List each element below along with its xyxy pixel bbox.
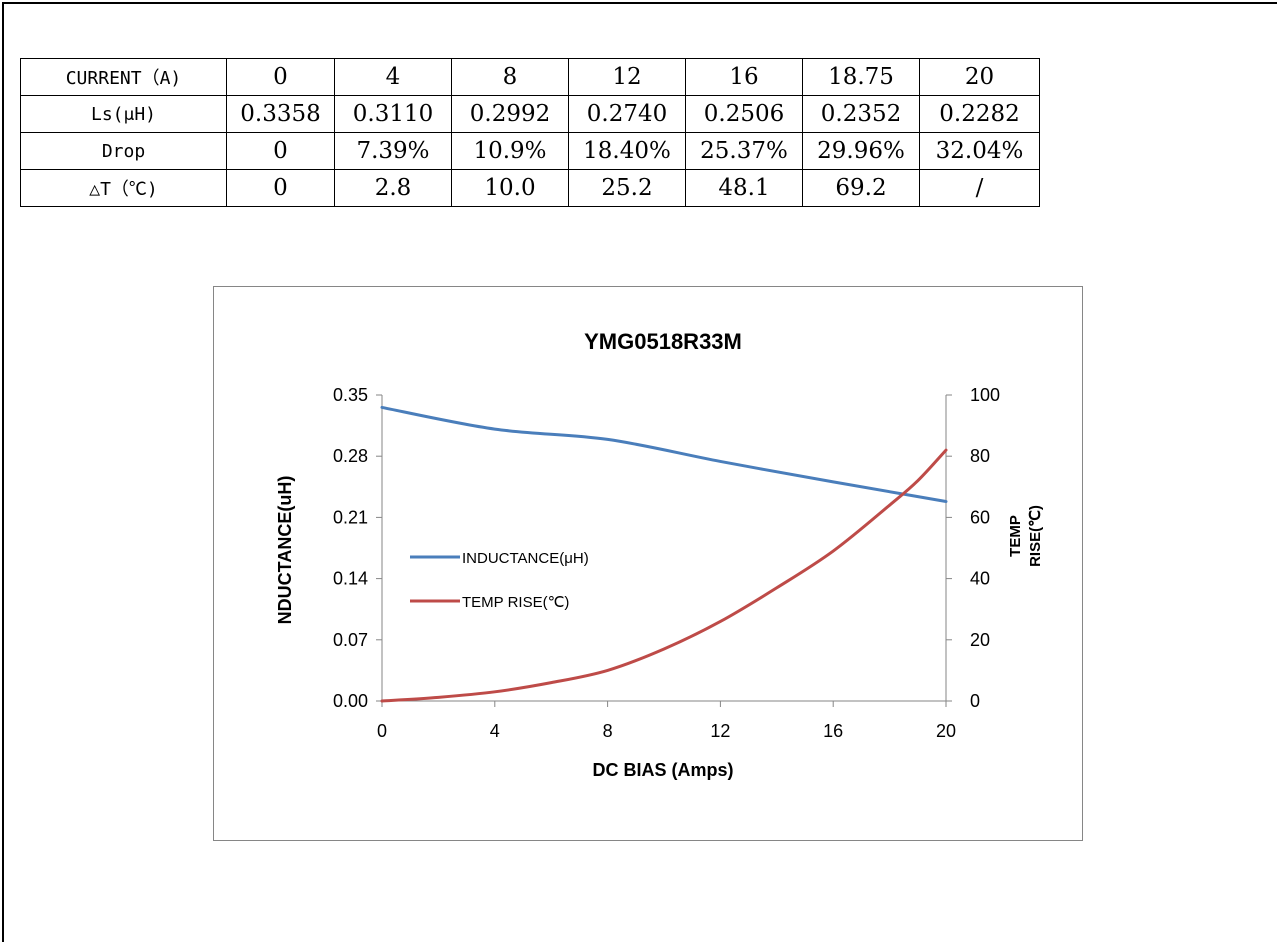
table-cell: 0.3358 (226, 95, 335, 133)
y2-tick-label: 80 (970, 446, 990, 466)
y-tick-label: 0.35 (333, 385, 368, 405)
spec-table: CURRENT（A) 0 4 8 12 16 18.75 20 Ls(μH) 0.3358 0.31… (20, 58, 1040, 207)
y2-tick-label: 0 (970, 691, 980, 711)
table-cell: 0.2506 (685, 95, 803, 133)
series-line-temp-rise (380, 448, 948, 703)
table-cell: 69.2 (802, 169, 920, 207)
legend-label: TEMP RISE(℃) (462, 594, 569, 611)
y-tick-label: 0.00 (333, 691, 368, 711)
table-cell: 2.8 (334, 169, 452, 207)
table-cell: 20 (919, 58, 1040, 96)
row-header: △T（℃) (20, 169, 227, 207)
row-header: Ls(μH) (20, 95, 227, 133)
table-cell: 0.2282 (919, 95, 1040, 133)
row-header: Drop (20, 132, 227, 170)
table-cell: 0 (226, 58, 335, 96)
table-cell: 25.37% (685, 132, 803, 170)
table-cell: 4 (334, 58, 452, 96)
table-cell: 7.39% (334, 132, 452, 170)
y-tick-label: 0.07 (333, 630, 368, 650)
y-tick-label: 0.14 (333, 569, 368, 589)
table-row: △T（℃) 0 2.8 10.0 25.2 48.1 69.2/ (20, 169, 1040, 207)
x-tick-label: 16 (823, 721, 843, 741)
table-cell: 0.2992 (451, 95, 569, 133)
table-cell: 0 (226, 132, 335, 170)
table-cell: 48.1 (685, 169, 803, 207)
y2-tick-label: 60 (970, 507, 990, 527)
table-cell: 18.75 (802, 58, 920, 96)
y2-axis-title: RISE(℃) (1027, 505, 1044, 567)
row-header: CURRENT（A) (20, 58, 227, 96)
table-cell: 0.2352 (802, 95, 920, 133)
legend-label: INDUCTANCE(μH) (462, 550, 589, 567)
table-cell: 10.0 (451, 169, 569, 207)
table-cell: 8 (451, 58, 569, 96)
table-cell: 32.04% (919, 132, 1040, 170)
table-cell: / (919, 169, 1040, 207)
table-cell: 16 (685, 58, 803, 96)
chart-svg: YMG0518R33M0.000.070.140.210.280.3502040… (275, 329, 1044, 780)
table-row: Drop 0 7.39% 10.9% 18.40% 25.37% 29.96% 32.04% (20, 132, 1040, 170)
table-cell: 12 (568, 58, 686, 96)
table-cell: 25.2 (568, 169, 686, 207)
x-tick-label: 4 (490, 721, 500, 741)
y2-tick-label: 40 (970, 569, 990, 589)
x-axis-title: DC BIAS (Amps) (592, 760, 733, 780)
x-tick-label: 20 (936, 721, 956, 741)
table-cell: 18.40% (568, 132, 686, 170)
y-axis-title: NDUCTANCE(uH) (275, 476, 295, 625)
x-tick-label: 0 (377, 721, 387, 741)
chart-title: YMG0518R33M (584, 329, 742, 354)
table-cell: 0.2740 (568, 95, 686, 133)
y2-tick-label: 100 (970, 385, 1000, 405)
y-tick-label: 0.21 (333, 507, 368, 527)
y-tick-label: 0.28 (333, 446, 368, 466)
y2-tick-label: 20 (970, 630, 990, 650)
table-row: CURRENT（A) 0 4 8 12 16 18.75 20 (20, 58, 1040, 96)
series-line-inductance (380, 405, 948, 503)
x-tick-label: 8 (603, 721, 613, 741)
table-cell: 10.9% (451, 132, 569, 170)
table-row: Ls(μH) 0.3358 0.3110 0.2992 0.2740 0.2506 0.23… (20, 95, 1040, 133)
table-cell: 0 (226, 169, 335, 207)
y2-axis-title: TEMP (1007, 515, 1024, 557)
table-cell: 0.3110 (334, 95, 452, 133)
table-cell: 29.96% (802, 132, 920, 170)
chart-area: YMG0518R33M 0.00 0.07 0.14 0.21 0.28 0.35 0 20 40… (213, 286, 1083, 841)
x-tick-label: 12 (710, 721, 730, 741)
